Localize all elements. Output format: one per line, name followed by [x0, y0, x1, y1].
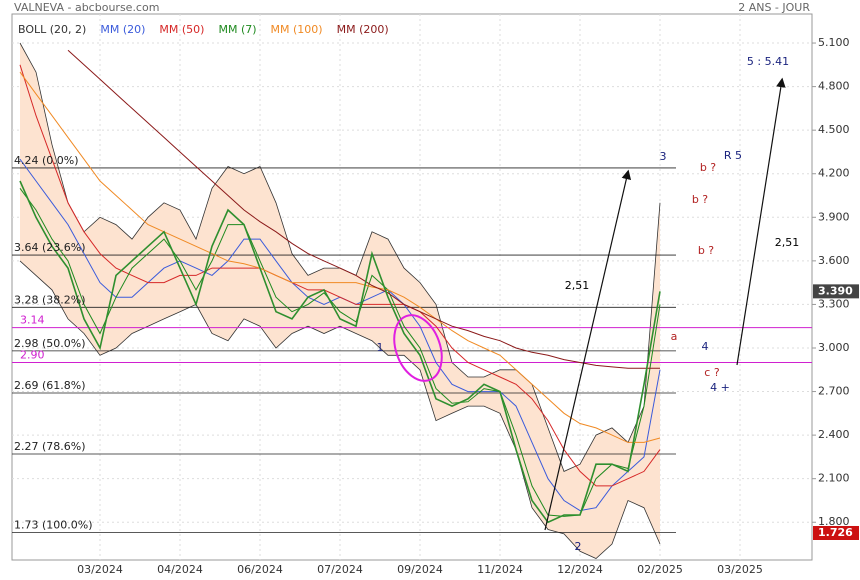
bollinger-lower	[19, 260, 661, 559]
x-tick-label: 03/2025	[717, 563, 763, 576]
y-tick-label: 1.800	[818, 515, 850, 528]
x-tick-label: 06/2024	[237, 563, 283, 576]
price-marker-label: 1.726	[818, 526, 853, 539]
chart-subtitle: 2 ANS - JOUR	[738, 1, 810, 14]
arrow	[544, 169, 632, 531]
x-tick-label: 04/2024	[157, 563, 203, 576]
plot	[12, 14, 812, 560]
y-tick-label: 3.300	[818, 297, 850, 310]
y-tick-label: 4.500	[818, 123, 850, 136]
x-tick-label: 07/2024	[317, 563, 363, 576]
annotation: 2	[575, 540, 582, 553]
moving-average	[19, 64, 661, 487]
legend-entry: MM (100)	[271, 23, 323, 36]
annotation: b ?	[698, 244, 714, 257]
fib-label: 3.28 (38.2%)	[14, 293, 86, 306]
bollinger-fill	[20, 43, 660, 559]
x-tick-label: 02/2025	[637, 563, 683, 576]
annotation: c ?	[704, 366, 720, 379]
legend-entry: MM (200)	[337, 23, 389, 36]
fib-label: 2.98 (50.0%)	[14, 337, 86, 350]
legend-entry: BOLL (20, 2)	[18, 23, 86, 36]
legend-entry: MM (7)	[218, 23, 256, 36]
y-tick-label: 3.000	[818, 341, 850, 354]
fib-label: 3.64 (23.6%)	[14, 241, 86, 254]
x-tick-label: 03/2024	[77, 563, 123, 576]
annotation: 3	[660, 150, 667, 163]
fib-label: 1.73 (100.0%)	[14, 518, 93, 531]
annotation: 2,51	[775, 236, 800, 249]
x-tick-label: 09/2024	[397, 563, 443, 576]
y-tick-label: 3.600	[818, 254, 850, 267]
annotation: 1	[377, 341, 384, 354]
y-tick-label: 2.400	[818, 428, 850, 441]
annotation: a	[671, 330, 678, 343]
legend-entry: MM (50)	[159, 23, 204, 36]
annotation: R 5	[724, 149, 742, 162]
highlight-ellipse	[393, 314, 443, 382]
price-marker	[813, 284, 859, 299]
chart-title: VALNEVA - abcbourse.com	[14, 1, 159, 14]
y-tick-label: 2.700	[818, 385, 850, 398]
x-tick-label: 11/2024	[477, 563, 523, 576]
fib-label: 4.24 (0.0%)	[14, 154, 79, 167]
y-tick-label: 4.200	[818, 167, 850, 180]
price-marker	[813, 525, 859, 540]
annotation: 5 : 5.41	[747, 55, 789, 68]
annotation: b ?	[700, 161, 716, 174]
legend-entry: MM (20)	[100, 23, 145, 36]
price-marker-label: 3.390	[818, 284, 853, 297]
arrow	[736, 77, 786, 366]
x-tick-label: 12/2024	[557, 563, 603, 576]
magenta-label: 2.90	[20, 349, 45, 362]
y-tick-label: 4.800	[818, 80, 850, 93]
y-tick-label: 5.100	[818, 36, 850, 49]
moving-average	[19, 71, 661, 443]
moving-average	[67, 49, 660, 369]
y-tick-label: 3.900	[818, 210, 850, 223]
y-tick-label: 2.100	[818, 472, 850, 485]
annotation: 4	[702, 340, 709, 353]
annotation: b ?	[692, 193, 708, 206]
fib-label: 2.27 (78.6%)	[14, 440, 86, 453]
annotation: 4 +	[710, 381, 730, 394]
fib-label: 2.69 (61.8%)	[14, 379, 86, 392]
magenta-label: 3.14	[20, 314, 45, 327]
moving-average	[19, 188, 661, 517]
annotation: 2,51	[565, 279, 590, 292]
price-line	[19, 180, 661, 524]
